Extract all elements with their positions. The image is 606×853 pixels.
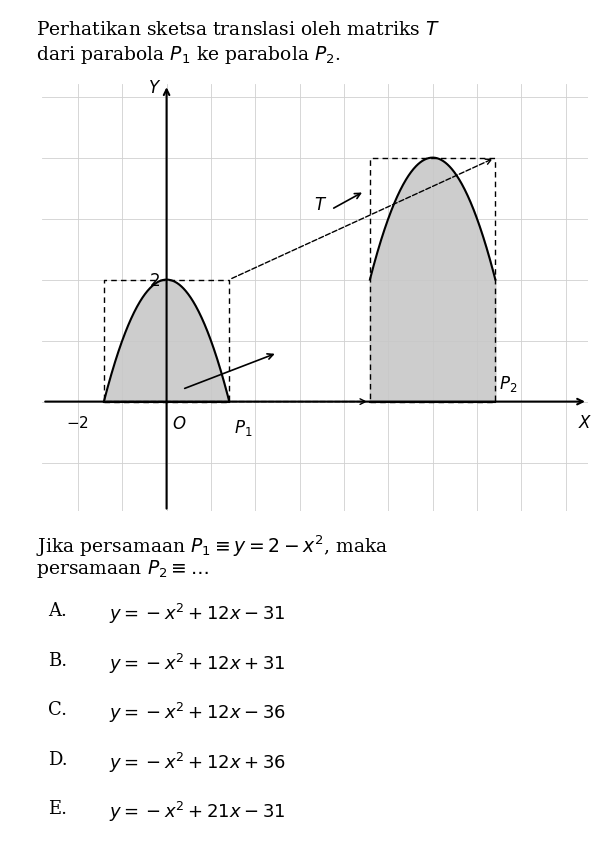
Text: $T$: $T$ (313, 195, 327, 213)
Text: $P_1$: $P_1$ (234, 417, 252, 438)
Text: A.: A. (48, 601, 67, 619)
Text: Jika persamaan $P_1 \equiv y = 2 - x^2$, maka: Jika persamaan $P_1 \equiv y = 2 - x^2$,… (36, 533, 389, 559)
Text: E.: E. (48, 799, 67, 817)
Text: B.: B. (48, 651, 68, 669)
Text: $P_2$: $P_2$ (499, 374, 517, 394)
Text: $O$: $O$ (172, 415, 186, 432)
Text: D.: D. (48, 750, 68, 768)
Text: $y = -x^2 + 21x - 31$: $y = -x^2 + 21x - 31$ (109, 799, 285, 823)
Text: $Y$: $Y$ (148, 79, 161, 97)
Text: $X$: $X$ (578, 413, 593, 431)
Text: $y = -x^2 + 12x + 31$: $y = -x^2 + 12x + 31$ (109, 651, 285, 675)
Text: C.: C. (48, 700, 67, 718)
Text: $-2$: $-2$ (67, 415, 89, 430)
Text: $y = -x^2 + 12x + 36$: $y = -x^2 + 12x + 36$ (109, 750, 286, 774)
Text: Perhatikan sketsa translasi oleh matriks $T$: Perhatikan sketsa translasi oleh matriks… (36, 21, 441, 39)
Text: persamaan $P_2 \equiv \ldots$: persamaan $P_2 \equiv \ldots$ (36, 557, 209, 579)
Text: 2: 2 (149, 271, 160, 289)
Text: $y = -x^2 + 12x - 36$: $y = -x^2 + 12x - 36$ (109, 700, 286, 724)
Text: $y = -x^2 + 12x - 31$: $y = -x^2 + 12x - 31$ (109, 601, 285, 625)
Text: dari parabola $P_1$ ke parabola $P_2$.: dari parabola $P_1$ ke parabola $P_2$. (36, 44, 341, 67)
